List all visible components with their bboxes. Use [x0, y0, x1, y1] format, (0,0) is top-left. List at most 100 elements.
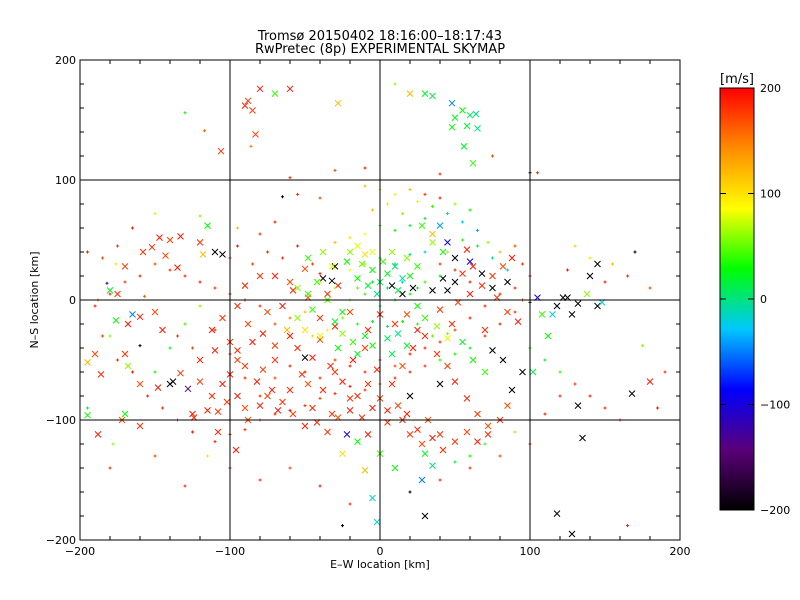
data-point [174, 264, 181, 271]
data-point [386, 286, 389, 290]
data-point [448, 99, 456, 107]
x-tick-label: 200 [670, 545, 691, 558]
data-point [499, 356, 507, 364]
data-point [198, 304, 202, 308]
data-point [279, 398, 286, 406]
data-point [373, 366, 381, 373]
data-point [468, 280, 472, 284]
data-point [421, 90, 429, 97]
data-point [138, 274, 142, 278]
data-point [603, 406, 607, 410]
data-point [453, 268, 457, 272]
data-point [646, 378, 654, 385]
data-point [333, 358, 337, 362]
data-point [553, 510, 561, 517]
data-point [459, 338, 466, 346]
data-point [391, 320, 399, 328]
data-point [264, 308, 271, 316]
data-point [439, 446, 447, 454]
data-point [153, 262, 157, 266]
data-point [303, 370, 307, 374]
data-point [418, 440, 426, 448]
data-point [86, 406, 89, 410]
data-point [436, 380, 444, 388]
colorbar-label: [m/s] [720, 72, 754, 87]
data-point [159, 326, 166, 334]
data-point [429, 434, 436, 442]
data-point [439, 248, 447, 256]
data-point [101, 334, 104, 338]
data-point [241, 102, 249, 109]
data-point [633, 250, 637, 254]
data-point [273, 322, 277, 326]
data-point [513, 286, 517, 290]
y-axis: −200 −100 0 100 200 [46, 54, 680, 547]
data-point [318, 376, 322, 380]
data-point [483, 442, 487, 446]
data-point [138, 344, 142, 348]
data-point [327, 362, 334, 370]
y-tick-label: 100 [55, 174, 76, 187]
data-point [626, 274, 629, 278]
data-point [196, 378, 204, 385]
data-point [403, 311, 411, 318]
data-point [626, 524, 629, 528]
data-point [191, 430, 194, 434]
data-point [236, 244, 239, 248]
data-point [301, 422, 309, 430]
data-point [399, 275, 406, 282]
data-point [476, 228, 479, 232]
data-point [161, 406, 164, 410]
data-point [433, 350, 441, 358]
data-point [301, 265, 309, 273]
data-point [143, 294, 146, 298]
data-point [281, 195, 284, 199]
data-point [334, 99, 342, 107]
data-point [303, 404, 307, 408]
data-point [288, 466, 292, 470]
data-point [506, 268, 509, 272]
data-point [97, 371, 105, 378]
data-point [393, 228, 397, 232]
data-point [177, 369, 184, 377]
data-point [476, 244, 479, 248]
data-point [418, 222, 426, 229]
data-point [403, 342, 411, 349]
data-point [162, 252, 169, 259]
data-point [431, 334, 434, 338]
data-point [273, 220, 277, 224]
data-point [303, 310, 307, 314]
data-point [489, 272, 496, 280]
data-point [294, 314, 301, 322]
data-point [296, 192, 299, 196]
data-point [468, 454, 472, 458]
data-point [611, 262, 614, 266]
data-point [469, 159, 477, 167]
data-point [213, 440, 217, 444]
data-point [86, 250, 89, 254]
data-point [341, 524, 344, 528]
data-point [318, 396, 322, 400]
data-point [498, 250, 502, 254]
data-point [211, 248, 219, 256]
data-point [274, 407, 282, 414]
data-point [252, 131, 259, 138]
data-point [491, 256, 494, 260]
data-point [451, 438, 459, 445]
data-point [343, 431, 351, 438]
data-point [536, 171, 539, 175]
data-point [489, 284, 496, 292]
data-point [108, 334, 112, 338]
data-point [436, 222, 444, 229]
data-point [513, 310, 517, 314]
data-point [333, 240, 337, 244]
data-point [406, 272, 414, 280]
data-point [168, 346, 172, 350]
data-point [331, 323, 339, 330]
data-point [469, 263, 477, 270]
data-point [318, 196, 322, 200]
data-point [648, 286, 652, 290]
x-tick-label: −200 [65, 545, 95, 558]
data-point [453, 352, 457, 356]
x-tick-label: 0 [377, 545, 384, 558]
